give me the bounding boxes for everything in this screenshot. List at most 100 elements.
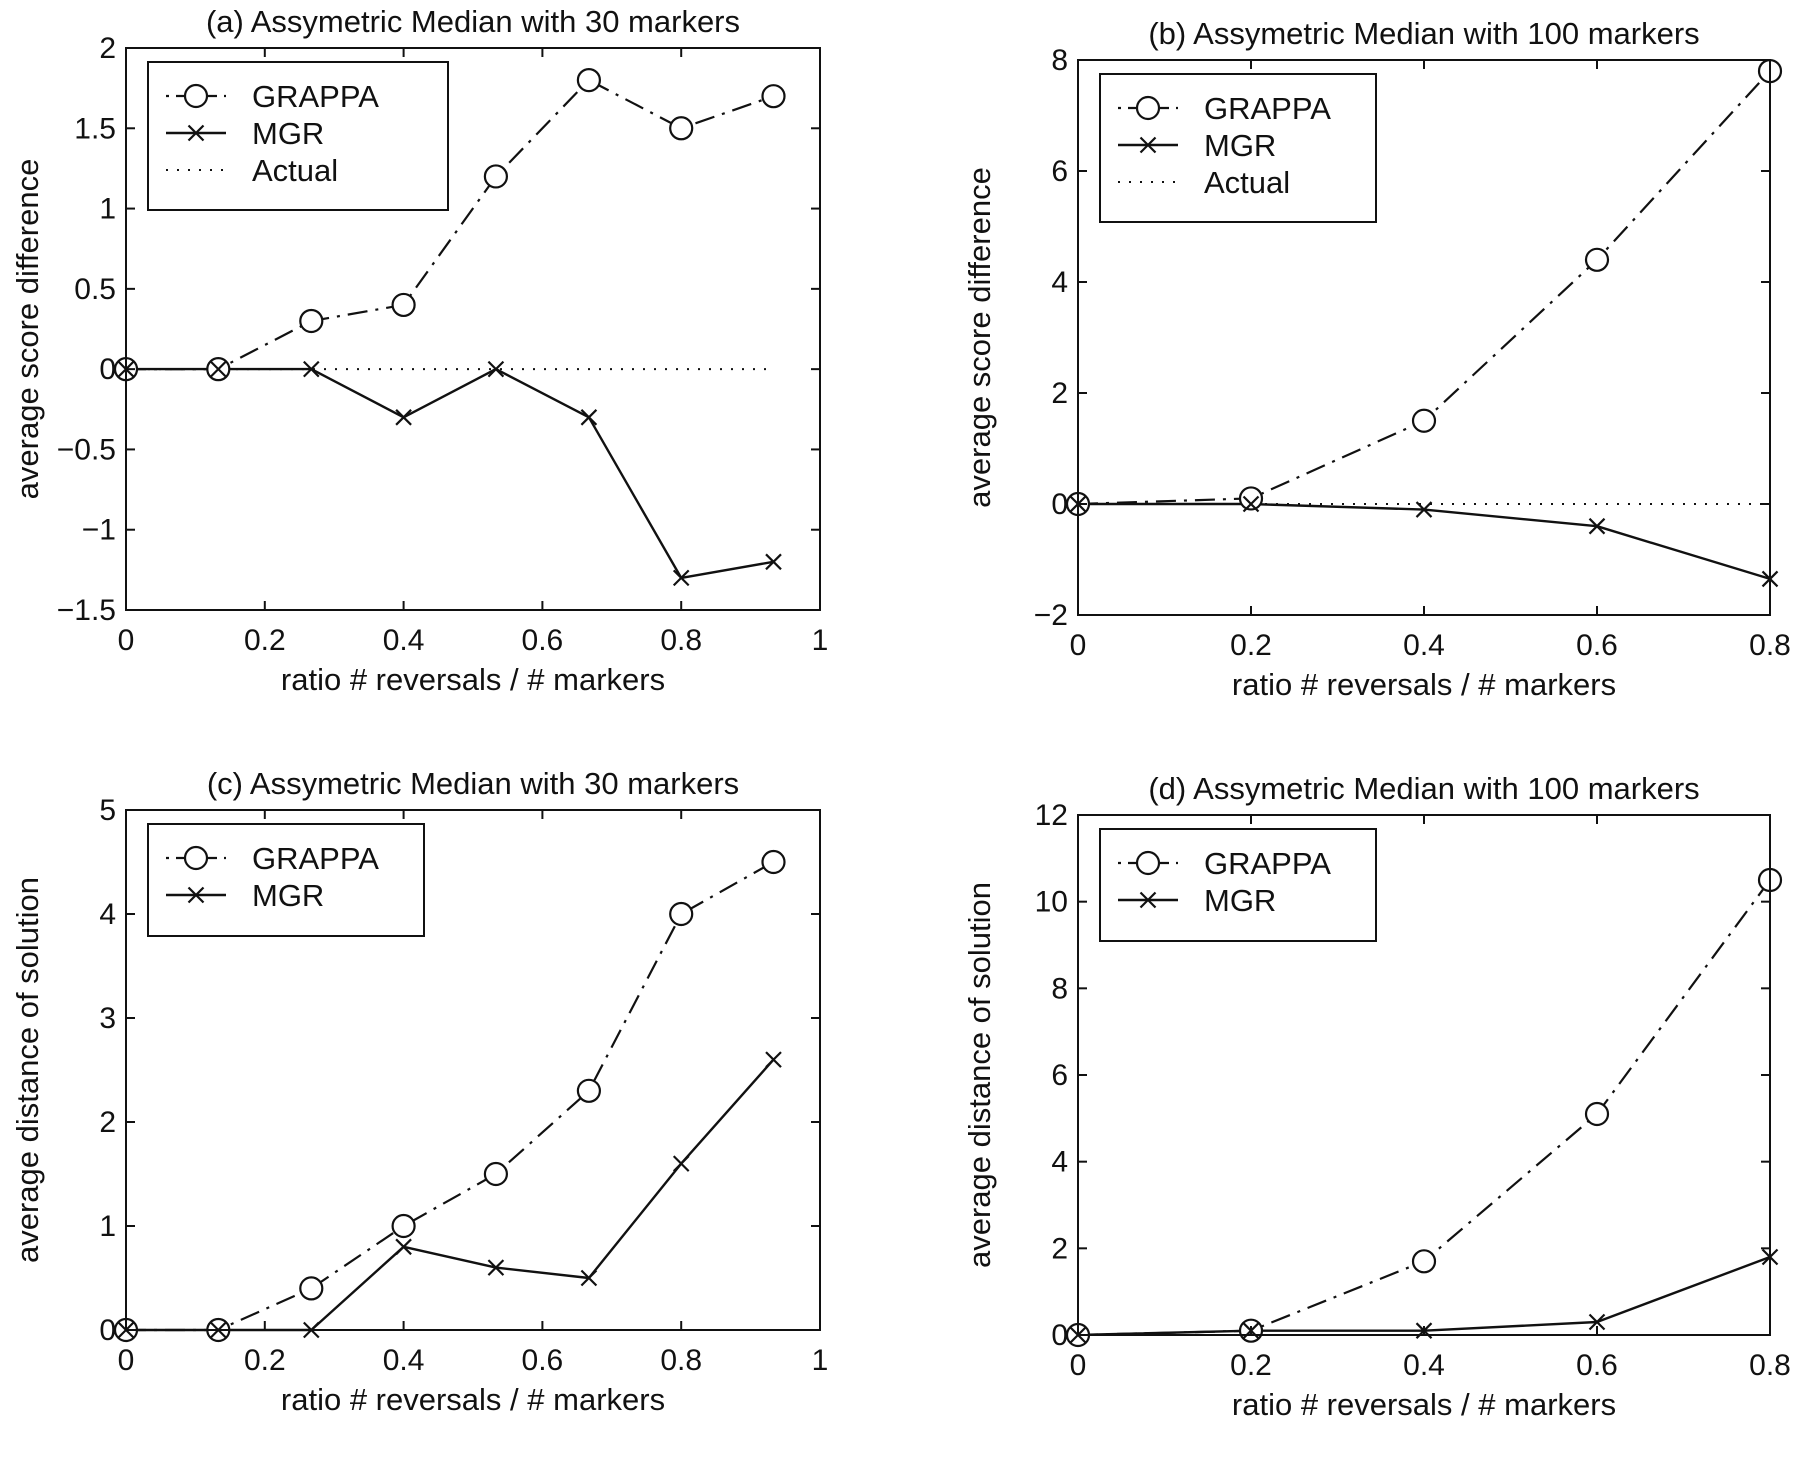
series-line-grappa-c <box>126 861 775 1332</box>
data-point-mgr-c-7 <box>765 1051 782 1068</box>
x-axis-label-b: ratio # reversals / # markers <box>1232 667 1616 702</box>
data-point-mgr-c-3 <box>395 1238 412 1256</box>
legend-label-grappa-b: GRAPPA <box>1204 91 1331 126</box>
y-tick-label-b-1: 0 <box>1051 488 1068 521</box>
data-point-grappa-c-2 <box>299 1276 324 1301</box>
y-tick-label-a-0: −1.5 <box>57 594 116 627</box>
y-tick-label-c-5: 5 <box>99 794 116 827</box>
y-tick-label-d-2: 4 <box>1051 1146 1068 1179</box>
x-tick-label-c-2: 0.4 <box>383 1344 425 1377</box>
y-tick-label-d-0: 0 <box>1051 1319 1068 1352</box>
data-point-grappa-d-2 <box>1411 1249 1437 1274</box>
data-point-mgr-a-1 <box>210 360 227 378</box>
data-point-mgr-b-2 <box>1415 501 1433 518</box>
y-axis-label-b: average score difference <box>962 167 997 508</box>
series-line-mgr-a <box>126 367 774 580</box>
legend-label-actual-a: Actual <box>252 153 338 188</box>
data-point-mgr-c-6 <box>672 1155 690 1172</box>
y-tick-label-c-2: 2 <box>99 1106 116 1139</box>
legend-label-grappa-d: GRAPPA <box>1204 846 1331 881</box>
data-point-grappa-a-3 <box>391 292 416 318</box>
data-point-grappa-a-7 <box>761 84 786 109</box>
x-tick-label-a-1: 0.2 <box>244 624 286 657</box>
y-tick-label-a-1: −1 <box>82 514 116 547</box>
plot-frame-a <box>125 47 821 611</box>
y-tick-label-a-5: 1 <box>99 193 116 226</box>
x-tick-label-b-2: 0.4 <box>1403 629 1445 662</box>
x-axis-label-a: ratio # reversals / # markers <box>281 662 665 697</box>
data-point-grappa-b-1 <box>1238 486 1264 511</box>
y-tick-label-d-6: 12 <box>1035 799 1068 832</box>
data-point-mgr-c-4 <box>487 1259 505 1276</box>
data-point-grappa-a-5 <box>576 68 601 93</box>
x-tick-label-c-0: 0 <box>118 1344 135 1377</box>
legend-marker-grappa-a <box>183 83 209 109</box>
data-point-mgr-a-5 <box>580 409 598 426</box>
data-point-grappa-c-4 <box>483 1161 509 1187</box>
series-line-mgr-c <box>126 1058 775 1332</box>
data-point-grappa-a-4 <box>483 164 509 189</box>
legend-marker-grappa-b <box>1135 95 1161 121</box>
y-axis-label-d: average distance of solution <box>962 882 997 1268</box>
y-tick-label-c-0: 0 <box>99 1314 116 1347</box>
legend-box-d <box>1099 828 1377 942</box>
legend-label-mgr-d: MGR <box>1204 883 1276 918</box>
data-point-grappa-a-2 <box>299 308 324 334</box>
x-tick-label-d-3: 0.6 <box>1576 1349 1618 1382</box>
data-point-grappa-b-2 <box>1411 408 1437 433</box>
chart-title-b: (b) Assymetric Median with 100 markers <box>1148 16 1699 51</box>
y-tick-label-a-6: 1.5 <box>74 112 116 145</box>
data-point-grappa-c-5 <box>576 1078 601 1103</box>
y-tick-label-d-4: 8 <box>1051 972 1068 1005</box>
y-tick-label-b-2: 2 <box>1051 377 1068 410</box>
data-point-grappa-c-6 <box>669 901 694 927</box>
y-tick-label-b-3: 4 <box>1051 266 1068 299</box>
data-point-mgr-a-2 <box>303 360 320 378</box>
legend-marker-grappa-c <box>183 845 209 871</box>
x-tick-label-b-0: 0 <box>1070 629 1087 662</box>
x-tick-label-d-1: 0.2 <box>1230 1349 1272 1382</box>
data-point-mgr-a-6 <box>672 569 690 587</box>
data-point-grappa-c-7 <box>761 849 786 875</box>
y-tick-label-c-4: 4 <box>99 898 116 931</box>
chart-title-c: (c) Assymetric Median with 30 markers <box>207 766 739 801</box>
panel-c: 0 0.2 0.4 0.6 0.8 1 0 1 2 3 4 5 (c) Assymetric Media… <box>10 766 828 1417</box>
legend-marker-mgr-b <box>1139 136 1157 154</box>
x-tick-label-b-1: 0.2 <box>1230 629 1272 662</box>
y-tick-label-c-1: 1 <box>99 1210 116 1243</box>
panel-d: 0 0.2 0.4 0.6 0.8 0 2 4 6 8 10 12 (d) Assymetric Med… <box>962 771 1791 1422</box>
legend-label-mgr-a: MGR <box>252 116 324 151</box>
y-tick-label-a-3: 0 <box>99 353 116 386</box>
x-tick-label-d-4: 0.8 <box>1749 1349 1791 1382</box>
x-tick-label-a-2: 0.4 <box>383 624 425 657</box>
legend-marker-grappa-d <box>1135 850 1161 876</box>
y-tick-label-a-2: −0.5 <box>57 433 116 466</box>
y-tick-label-d-5: 10 <box>1035 886 1068 919</box>
data-point-mgr-d-3 <box>1588 1313 1606 1331</box>
x-tick-label-a-5: 1 <box>812 624 829 657</box>
series-line-mgr-b <box>1078 502 1771 581</box>
x-tick-label-a-0: 0 <box>118 624 135 657</box>
x-tick-label-c-1: 0.2 <box>244 1344 286 1377</box>
y-tick-label-d-3: 6 <box>1051 1059 1068 1092</box>
data-point-mgr-b-1 <box>1242 495 1260 513</box>
y-tick-label-c-3: 3 <box>99 1002 116 1035</box>
x-tick-label-c-4: 0.8 <box>660 1344 702 1377</box>
x-axis-label-d: ratio # reversals / # markers <box>1232 1387 1616 1422</box>
x-tick-label-a-4: 0.8 <box>660 624 702 657</box>
data-point-mgr-b-3 <box>1588 517 1606 535</box>
data-point-grappa-b-3 <box>1584 247 1610 272</box>
y-axis-label-a: average score difference <box>10 159 45 500</box>
x-tick-label-c-5: 1 <box>812 1344 829 1377</box>
data-point-mgr-a-4 <box>487 360 505 378</box>
x-tick-label-c-3: 0.6 <box>522 1344 564 1377</box>
data-point-grappa-d-3 <box>1584 1101 1610 1127</box>
data-point-mgr-c-5 <box>580 1269 598 1287</box>
x-tick-label-a-3: 0.6 <box>522 624 564 657</box>
data-point-grappa-a-6 <box>669 116 694 141</box>
legend-label-grappa-a: GRAPPA <box>252 79 379 114</box>
